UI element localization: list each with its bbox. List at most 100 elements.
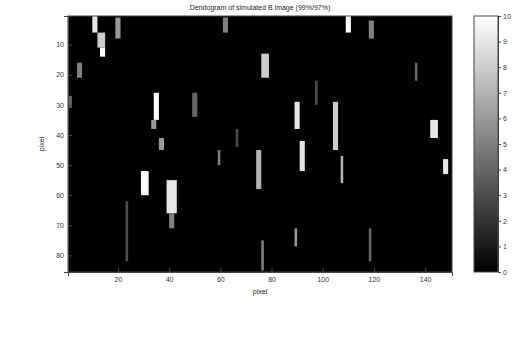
cell xyxy=(218,150,221,165)
xticks-tick-label: 140 xyxy=(420,276,432,283)
xticks-tick: 60 xyxy=(217,268,225,283)
yticks-tick-label: 50 xyxy=(56,162,64,169)
yticks-tick-mark xyxy=(68,255,72,256)
cell xyxy=(295,228,298,246)
yticks-tick: 20 xyxy=(56,71,72,78)
colorbar_ticks-tick: 0 xyxy=(498,269,507,276)
colorbar_ticks-axis: 0 1 2 3 4 5 6 7 8 9 10 xyxy=(498,13,511,276)
colorbar_ticks-tick-label: 5 xyxy=(503,141,507,148)
cell xyxy=(151,120,156,129)
cell xyxy=(92,16,97,33)
yticks-tick-label: 40 xyxy=(56,132,64,139)
xticks-tick-mark xyxy=(118,268,119,272)
xticks-tick: 100 xyxy=(317,268,329,283)
colorbar_ticks-tick: 6 xyxy=(498,115,507,122)
yticks-tick-mark xyxy=(68,225,72,226)
cell xyxy=(300,141,305,171)
cell xyxy=(369,21,374,39)
xticks-tick: 40 xyxy=(166,268,174,283)
colorbar_ticks-tick-label: 8 xyxy=(503,64,507,71)
xticks-tick-mark xyxy=(374,268,375,272)
yticks-tick-mark xyxy=(68,195,72,196)
colorbar_ticks-tick: 7 xyxy=(498,90,507,97)
yticks-tick-label: 70 xyxy=(56,222,64,229)
cells xyxy=(68,16,452,272)
yticks-tick-label: 80 xyxy=(56,252,64,259)
cell xyxy=(261,54,269,78)
plot-frame xyxy=(68,16,452,272)
yticks-tick-mark xyxy=(68,135,72,136)
cell xyxy=(443,159,448,174)
cell xyxy=(167,180,177,213)
xticks-tick-label: 80 xyxy=(268,276,276,283)
yticks-tick: 40 xyxy=(56,132,72,139)
cell xyxy=(369,228,372,261)
cell xyxy=(430,120,438,138)
colorbar xyxy=(474,16,498,272)
yticks-tick: 50 xyxy=(56,162,72,169)
xticks-tick: 20 xyxy=(115,268,123,283)
cell xyxy=(295,102,300,129)
yticks-axis: 10 20 30 40 50 60 70 80 xyxy=(56,17,72,273)
cell xyxy=(236,129,239,147)
xticks-tick-label: 120 xyxy=(369,276,381,283)
xticks-tick-mark xyxy=(323,268,324,272)
cell xyxy=(192,93,197,117)
colorbar_ticks-tick: 1 xyxy=(498,243,507,250)
yticks-tick-label: 60 xyxy=(56,192,64,199)
colorbar_ticks-tick-label: 1 xyxy=(503,243,507,250)
colorbar_ticks-tick: 10 xyxy=(498,13,511,20)
cell xyxy=(415,63,418,81)
colorbar_ticks-tick: 5 xyxy=(498,141,507,148)
cell xyxy=(346,16,351,33)
colorbar_ticks-tick-label: 10 xyxy=(503,13,511,20)
xticks-tick: 80 xyxy=(268,268,276,283)
yticks-tick: 10 xyxy=(56,41,72,48)
colorbar_ticks-tick: 2 xyxy=(498,218,507,225)
colorbar_ticks-tick-label: 2 xyxy=(503,218,507,225)
cell xyxy=(97,33,105,48)
xticks-tick: 120 xyxy=(369,268,381,283)
yticks-tick: 80 xyxy=(56,252,72,259)
colorbar-frame xyxy=(474,16,498,272)
cell xyxy=(141,171,149,195)
cell xyxy=(333,102,338,150)
colorbar_ticks-tick-label: 9 xyxy=(503,38,507,45)
colorbar_ticks-axis-line xyxy=(499,17,502,273)
colorbar_ticks-tick-label: 4 xyxy=(503,166,507,173)
cell xyxy=(154,93,159,120)
colorbar_ticks-tick: 9 xyxy=(498,38,507,45)
colorbar_ticks-tick-label: 7 xyxy=(503,90,507,97)
xticks-tick: 140 xyxy=(420,268,432,283)
chart: Dendogram of simulated B image (99%/97%)… xyxy=(0,0,528,337)
colorbar_ticks-tick: 8 xyxy=(498,64,507,71)
xticks-axis-line xyxy=(69,273,453,277)
colorbar_ticks-tick: 4 xyxy=(498,166,507,173)
yticks-tick: 70 xyxy=(56,222,72,229)
yticks-tick-mark xyxy=(68,75,72,76)
yticks-tick-mark xyxy=(68,105,72,106)
colorbar_ticks-tick-label: 0 xyxy=(503,269,507,276)
cell xyxy=(169,213,174,228)
yticks-tick-mark xyxy=(68,45,72,46)
yticks-tick: 30 xyxy=(56,102,72,109)
yticks-tick-label: 20 xyxy=(56,71,64,78)
colorbar_ticks-tick-label: 6 xyxy=(503,115,507,122)
xticks-tick-label: 60 xyxy=(217,276,225,283)
xticks-tick-mark xyxy=(220,268,221,272)
cell xyxy=(100,48,105,57)
xticks-tick-mark xyxy=(272,268,273,272)
cell xyxy=(261,240,264,270)
xticks-tick-mark xyxy=(169,268,170,272)
yticks-tick-mark xyxy=(68,165,72,166)
title: Dendogram of simulated B image (99%/97%) xyxy=(190,4,330,12)
cell xyxy=(223,18,228,33)
colorbar_ticks-tick-label: 3 xyxy=(503,192,507,199)
cell xyxy=(315,81,318,105)
x-axis-title: pixel xyxy=(253,288,268,296)
cell xyxy=(341,156,344,183)
yticks-tick-label: 30 xyxy=(56,102,64,109)
cell xyxy=(126,201,129,261)
xticks-axis: 20 40 60 80 100 120 140 xyxy=(69,268,453,283)
xticks-tick-label: 40 xyxy=(166,276,174,283)
